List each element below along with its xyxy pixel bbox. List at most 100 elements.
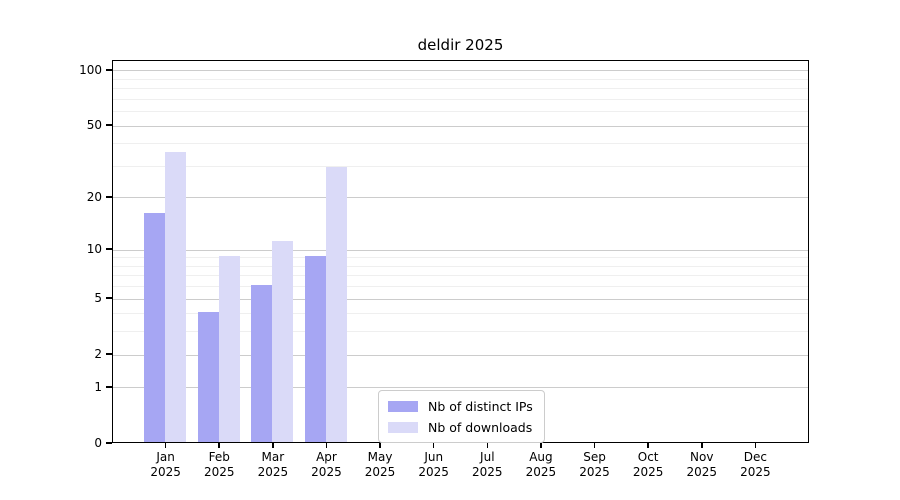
y-tick-mark-5 [106,297,112,299]
y-tick-mark-0 [106,442,112,444]
x-tick-month-feb: Feb [208,450,230,464]
plot-area [112,60,809,443]
y-tick-mark-100 [106,69,112,71]
x-tick-mark-jul [486,443,489,448]
minor-gridline-90 [113,78,808,80]
x-tick-label-mar: Mar 2025 [243,450,303,480]
bar-distinct-ips-feb [197,311,219,442]
legend-swatch-downloads [388,421,418,433]
x-tick-mark-jun [432,443,435,448]
minor-gridline-6 [113,286,808,288]
x-tick-month-oct: Oct [637,450,659,464]
legend-swatch-distinct-ips [388,400,418,412]
x-tick-year-aug: 2025 [525,465,557,479]
y-tick-mark-1 [106,386,112,388]
x-tick-label-oct: Oct 2025 [618,450,678,480]
x-tick-label-jan: Jan 2025 [136,450,196,480]
x-tick-mark-sep [593,443,596,448]
y-tick-label-2: 2 [94,347,102,362]
x-tick-year-jul: 2025 [472,465,503,479]
major-gridline-2 [113,354,808,356]
minor-gridline-7 [113,275,808,277]
x-tick-year-jun: 2025 [418,465,449,479]
x-tick-month-mar: Mar [261,450,285,464]
bar-distinct-ips-apr [304,255,326,442]
x-tick-year-mar: 2025 [257,465,289,479]
x-tick-label-apr: Apr 2025 [296,450,356,480]
bar-downloads-mar [272,241,294,442]
bar-downloads-jan [165,152,187,442]
x-tick-mark-oct [647,443,649,448]
x-tick-year-sep: 2025 [579,465,610,479]
y-tick-label-1: 1 [94,379,102,394]
legend: Nb of distinct IPs Nb of downloads [378,390,545,443]
minor-gridline-3 [113,331,808,333]
x-tick-label-feb: Feb 2025 [189,450,249,480]
x-tick-month-aug: Aug [529,450,553,464]
x-tick-mark-jan [164,443,167,448]
legend-item-distinct-ips: Nb of distinct IPs [388,398,533,414]
x-tick-mark-nov [701,443,703,448]
x-tick-mark-mar [272,443,274,448]
x-tick-month-sep: Sep [583,450,606,464]
x-tick-label-aug: Aug 2025 [511,450,571,480]
bar-distinct-ips-jan [144,212,166,442]
x-tick-mark-feb [218,443,220,448]
x-tick-label-jun: Jun 2025 [404,450,464,480]
chart-title: deldir 2025 [417,36,504,54]
x-tick-year-oct: 2025 [632,465,664,479]
y-tick-label-10: 10 [86,242,102,257]
x-tick-label-may: May 2025 [350,450,410,480]
minor-gridline-80 [113,88,808,90]
minor-gridline-4 [113,313,808,315]
minor-gridline-30 [113,165,808,167]
y-tick-mark-2 [106,353,112,355]
minor-gridline-70 [113,98,808,100]
y-tick-label-5: 5 [94,291,102,306]
x-tick-month-jan: Jan [156,450,175,464]
bar-downloads-apr [325,166,347,442]
x-tick-label-sep: Sep 2025 [565,450,625,480]
y-tick-mark-50 [106,124,112,126]
x-tick-month-may: May [367,450,393,464]
x-tick-mark-may [379,443,381,448]
x-tick-month-nov: Nov [690,450,714,464]
legend-item-downloads: Nb of downloads [388,419,533,435]
major-gridline-1 [113,387,808,389]
major-gridline-100 [113,70,808,72]
x-tick-month-apr: Apr [316,450,337,464]
x-tick-mark-aug [540,443,542,448]
y-tick-label-0: 0 [94,436,102,450]
major-gridline-10 [113,249,808,251]
x-tick-year-dec: 2025 [740,465,771,479]
major-gridline-50 [113,125,808,127]
x-tick-year-jan: 2025 [150,465,181,479]
x-tick-mark-apr [325,443,328,448]
minor-gridline-9 [113,257,808,259]
y-tick-label-20: 20 [86,189,102,204]
x-tick-year-feb: 2025 [203,465,235,479]
x-tick-mark-dec [754,443,757,448]
x-tick-month-jun: Jun [424,450,444,464]
major-gridline-5 [113,298,808,300]
x-tick-month-dec: Dec [743,450,767,464]
x-tick-year-may: 2025 [364,465,396,479]
y-tick-mark-20 [106,196,112,198]
legend-label-distinct-ips: Nb of distinct IPs [428,398,533,414]
x-tick-year-nov: 2025 [686,465,718,479]
minor-gridline-60 [113,111,808,113]
x-tick-label-nov: Nov 2025 [672,450,732,480]
minor-gridline-40 [113,143,808,145]
x-tick-label-dec: Dec 2025 [725,450,785,480]
bar-distinct-ips-mar [251,284,273,442]
y-tick-label-50: 50 [86,118,102,133]
y-tick-mark-10 [106,248,112,250]
bar-downloads-feb [218,255,240,442]
y-tick-label-100: 100 [79,62,102,77]
x-tick-month-jul: Jul [480,450,495,464]
legend-label-downloads: Nb of downloads [428,419,533,435]
major-gridline-20 [113,197,808,199]
minor-gridline-8 [113,265,808,267]
x-tick-year-apr: 2025 [311,465,342,479]
